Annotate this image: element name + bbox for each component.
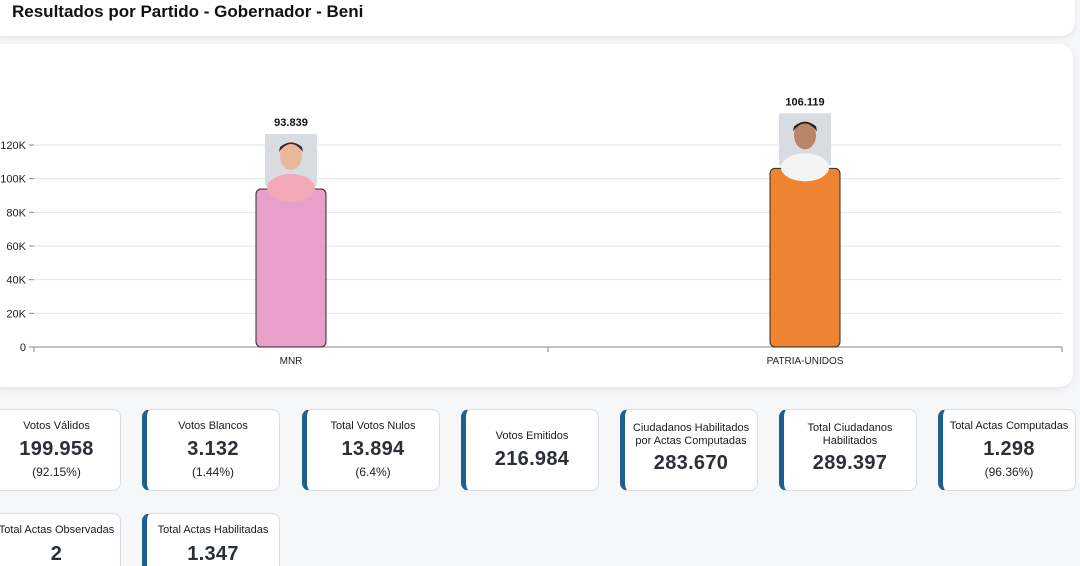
y-tick-label: 120K xyxy=(0,140,26,152)
bar-chart: 0 20K 40K 60K 80K 100K 120K 93.839 MNR 106.119 PAT… xyxy=(0,96,1063,367)
stat-value: 283.670 xyxy=(653,452,729,474)
category-label: PATRIA-UNIDOS xyxy=(767,356,844,367)
stat-label: Total Actas Habilitadas xyxy=(157,524,269,536)
stat-percentage: (96.36%) xyxy=(984,465,1034,479)
stat-value: 199.958 xyxy=(19,438,94,460)
title-bar: Resultados por Partido - Gobernador - Be… xyxy=(0,0,1075,36)
y-tick-label: 60K xyxy=(6,241,26,253)
stat-card-votos-validos: Votos Válidos 199.958 (92.15%) xyxy=(0,409,121,491)
candidate-face xyxy=(794,121,816,150)
stat-percentage: (92.15%) xyxy=(32,465,81,479)
stat-label: Ciudadanos Habilitados por Actas Computa… xyxy=(632,422,750,447)
value-label: 106.119 xyxy=(785,96,824,108)
y-tick-label: 40K xyxy=(6,275,26,287)
candidate-shirt xyxy=(267,174,315,203)
stat-label: Total Actas Computadas xyxy=(949,420,1069,432)
stat-label: Votos Blancos xyxy=(178,420,248,432)
y-tick-label: 100K xyxy=(0,174,26,186)
stat-label: Total Votos Nulos xyxy=(330,420,416,432)
stat-value: 1.347 xyxy=(187,543,239,565)
candidate-hair xyxy=(279,142,303,153)
category-label: MNR xyxy=(280,356,303,367)
stat-card-total-ciudadanos-habilitados: Total Ciudadanos Habilitados 289.397 xyxy=(779,409,917,491)
stat-value: 1.298 xyxy=(983,438,1035,460)
y-tick-label: 0 xyxy=(20,342,26,354)
stat-card-total-votos-nulos: Total Votos Nulos 13.894 (6.4%) xyxy=(302,409,440,491)
y-tick-label: 80K xyxy=(6,207,26,219)
chart-card: 0 20K 40K 60K 80K 100K 120K 93.839 MNR 106.119 PAT… xyxy=(0,44,1073,387)
stat-card-votos-emitidos: Votos Emitidos 216.984 xyxy=(461,409,599,491)
stat-card-total-actas-observadas: Total Actas Observadas 2 xyxy=(0,513,121,566)
stat-card-total-actas-habilitadas: Total Actas Habilitadas 1.347 xyxy=(142,513,280,566)
stat-card-votos-blancos: Votos Blancos 3.132 (1.44%) xyxy=(142,409,280,491)
y-tick-label: 20K xyxy=(6,308,26,320)
bar-patria-unidos xyxy=(769,167,841,348)
stat-value: 289.397 xyxy=(812,452,888,474)
stat-percentage: (1.44%) xyxy=(191,465,235,479)
bar-mnr xyxy=(255,188,327,348)
stat-value: 216.984 xyxy=(494,448,570,470)
candidate-hair xyxy=(793,121,817,132)
value-label: 93.839 xyxy=(274,117,308,129)
stat-label: Votos Emitidos xyxy=(495,430,569,442)
stat-card-ciudadanos-habilitados-actas: Ciudadanos Habilitados por Actas Computa… xyxy=(620,409,758,491)
stat-percentage: (6.4%) xyxy=(355,465,391,479)
stat-value: 3.132 xyxy=(187,438,239,460)
stat-label: Total Ciudadanos Habilitados xyxy=(807,422,893,447)
candidate-face xyxy=(280,142,302,171)
stat-card-total-actas-computadas: Total Actas Computadas 1.298 (96.36%) xyxy=(938,409,1076,491)
stat-value: 13.894 xyxy=(341,438,405,460)
stat-value: 2 xyxy=(50,543,63,565)
candidate-shirt xyxy=(781,153,829,182)
stat-label: Total Actas Observadas xyxy=(0,524,115,536)
stat-label: Votos Válidos xyxy=(23,420,90,432)
page-title: Resultados por Partido - Gobernador - Be… xyxy=(12,2,364,21)
